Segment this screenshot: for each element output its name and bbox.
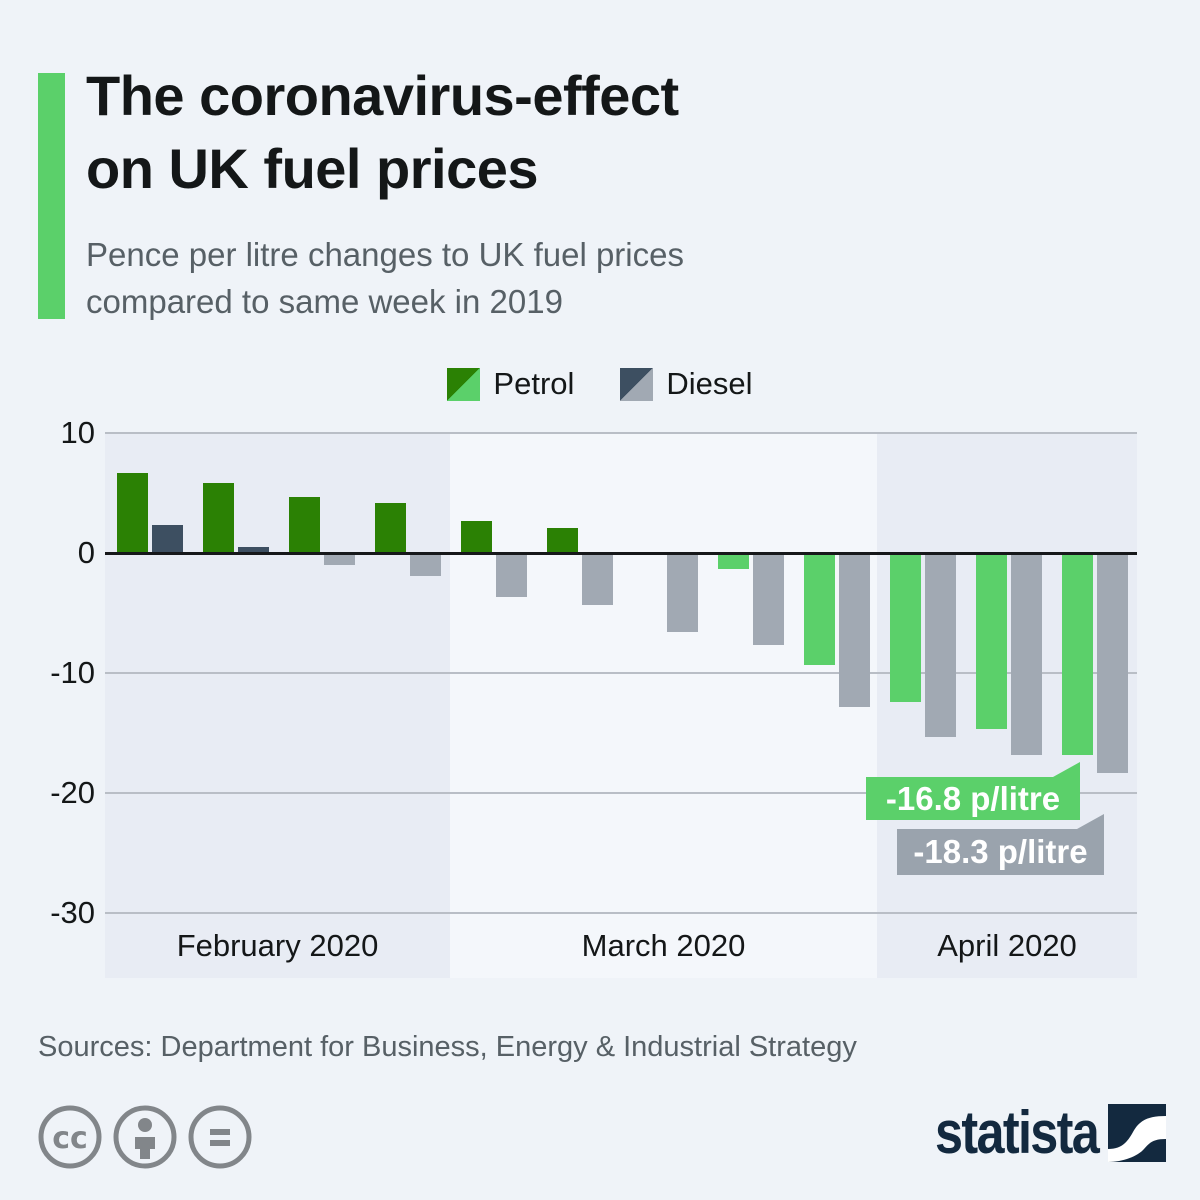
bar-petrol-week10 (890, 553, 921, 702)
statista-mark-icon (1108, 1103, 1166, 1162)
gridline--10 (105, 672, 1137, 674)
bar-petrol-week9 (804, 553, 835, 665)
y-tick-label-10: 10 (60, 415, 95, 450)
y-tick-label--20: -20 (50, 775, 95, 810)
bar-diesel-week10 (925, 553, 956, 737)
y-tick-label--10: -10 (50, 655, 95, 690)
svg-text:cc: cc (52, 1121, 88, 1156)
bar-diesel-week12 (1097, 553, 1128, 773)
diesel-callout: -18.3 p/litre (897, 814, 1104, 875)
bar-diesel-week7 (667, 553, 698, 633)
bar-diesel-week1 (152, 525, 183, 553)
page-title-line1: The coronavirus-effect (86, 64, 679, 127)
license-icons: cc (36, 1103, 254, 1171)
bar-diesel-week11 (1011, 553, 1042, 755)
bar-petrol-week2 (203, 483, 234, 553)
month-band-april-2020 (877, 433, 1137, 978)
bar-diesel-week2 (238, 547, 269, 553)
gridline-10 (105, 432, 1137, 434)
bar-petrol-week4 (375, 502, 406, 553)
bar-petrol-week11 (976, 553, 1007, 730)
chart-legend: Petrol Diesel (0, 366, 1200, 402)
x-label-april-2020: April 2020 (937, 928, 1077, 963)
page-title-line2: on UK fuel prices (86, 136, 539, 200)
bar-petrol-week12 (1062, 553, 1093, 755)
bar-diesel-week3 (324, 553, 355, 565)
bar-petrol-week8 (718, 553, 749, 569)
bar-diesel-week4 (410, 553, 441, 576)
gridline--30 (105, 912, 1137, 914)
diesel-callout-text: -18.3 p/litre (913, 833, 1088, 870)
attribution-person-icon (113, 1105, 177, 1169)
x-label-february-2020: February 2020 (176, 928, 379, 963)
bar-diesel-week8 (753, 553, 784, 646)
bar-diesel-week9 (839, 553, 870, 707)
bar-chart: February 2020 March 2020 April 2020 10 0 -10 -… (50, 415, 1137, 978)
y-tick-label--30: -30 (50, 895, 95, 930)
statista-wordmark: statista (934, 1099, 1100, 1166)
cc-icon: cc (38, 1105, 102, 1169)
bar-petrol-week5 (461, 520, 492, 553)
title-accent-bar (38, 73, 65, 319)
y-tick-label-0: 0 (77, 535, 95, 570)
month-band-march-2020 (450, 433, 877, 978)
petrol-callout-text: -16.8 p/litre (885, 779, 1061, 817)
page-title: The coronavirus-effect on UK fuel prices (86, 60, 986, 206)
petrol-swatch-icon (447, 367, 481, 401)
bar-petrol-week3 (289, 496, 320, 553)
bar-petrol-week6 (547, 527, 578, 553)
bar-diesel-week5 (496, 553, 527, 598)
sources-line: Sources: Department for Business, Energy… (38, 1031, 857, 1063)
petrol-callout: -16.8 p/litre (866, 762, 1080, 820)
bar-petrol-week1 (117, 472, 148, 553)
legend-item-diesel: Diesel (620, 366, 753, 402)
bar-diesel-week6 (582, 553, 613, 605)
equal-icon (188, 1105, 252, 1169)
legend-label-diesel: Diesel (666, 366, 753, 401)
zero-axis-line (105, 551, 1137, 555)
legend-label-petrol: Petrol (493, 366, 575, 401)
diesel-swatch-icon (620, 367, 654, 401)
gridline--20 (105, 792, 1137, 794)
page-subtitle: Pence per litre changes to UK fuel price… (86, 232, 946, 326)
page-subtitle-line1: Pence per litre changes to UK fuel price… (86, 236, 684, 273)
statista-logo: statista (904, 1098, 1166, 1167)
legend-item-petrol: Petrol (447, 366, 574, 402)
x-label-march-2020: March 2020 (581, 928, 746, 963)
page-subtitle-line2: compared to same week in 2019 (86, 282, 563, 320)
